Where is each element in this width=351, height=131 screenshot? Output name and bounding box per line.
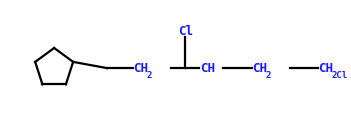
Text: CH: CH [252,62,267,75]
Text: CH: CH [133,62,148,75]
Text: 2: 2 [266,71,271,80]
Text: 2: 2 [147,71,152,80]
Text: Cl: Cl [178,25,193,38]
Text: CH: CH [318,62,333,75]
Text: 2Cl: 2Cl [331,71,347,80]
Text: CH: CH [200,62,215,75]
